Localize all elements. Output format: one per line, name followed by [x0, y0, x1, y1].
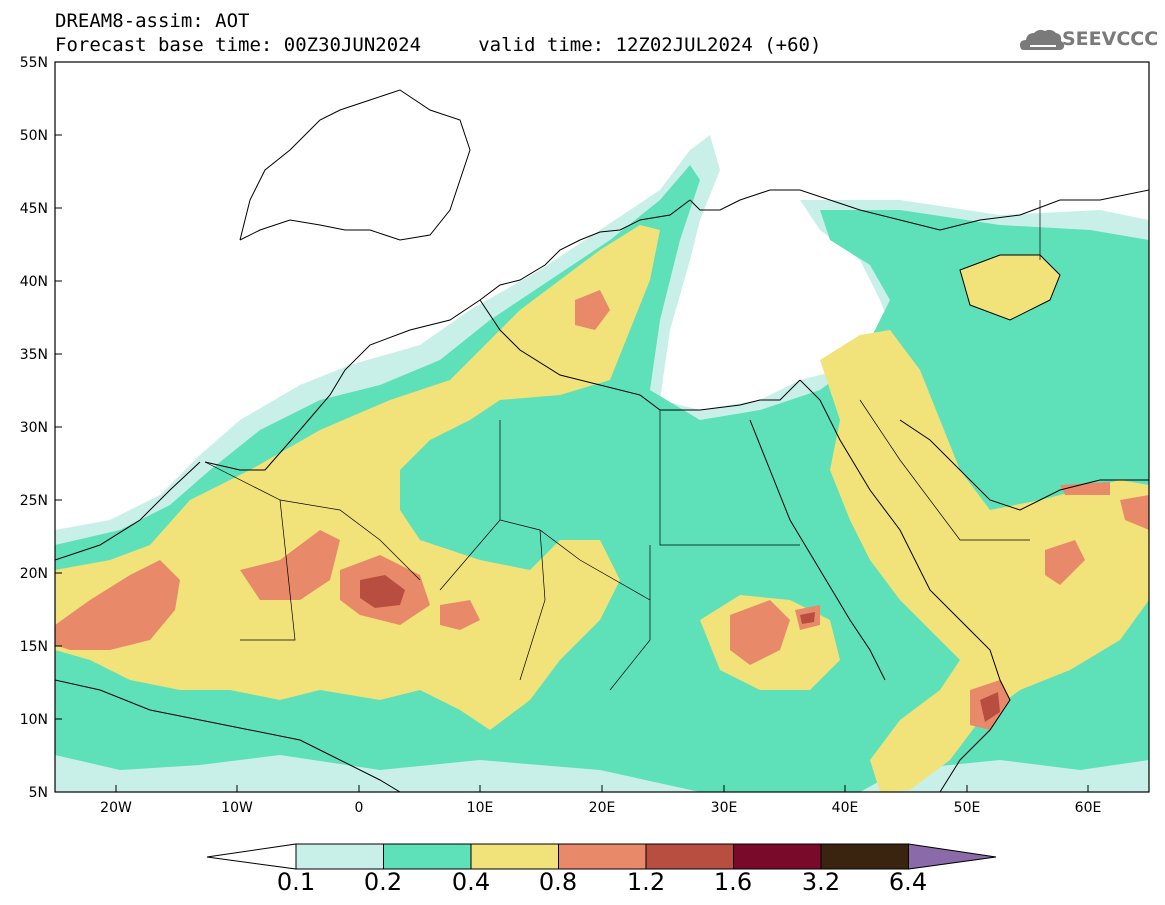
lon-label: 10E — [467, 800, 494, 816]
colorbar-label: 1.2 — [626, 868, 666, 896]
forecast-times: Forecast base time: 00Z30JUN2024 valid t… — [55, 34, 822, 56]
logo-text: SEEVCCC — [1062, 28, 1159, 50]
lat-label: 35N — [20, 347, 48, 363]
colorbar-label: 3.2 — [801, 868, 841, 896]
cloud-logo-icon — [1020, 29, 1065, 50]
lat-label: 20N — [20, 566, 48, 582]
lon-label: 30E — [711, 800, 738, 816]
colorbar-swatch — [470, 843, 559, 870]
coastlines — [55, 89, 1149, 792]
lat-label: 45N — [20, 201, 48, 217]
lat-label: 15N — [20, 639, 48, 655]
lat-label: 55N — [20, 55, 48, 71]
map-title: DREAM8-assim: AOT — [55, 10, 250, 32]
colorbar-label: 0.8 — [538, 868, 578, 896]
latitude-labels: 55N 50N 45N 40N 35N 30N 25N 20N 15N 10N … — [20, 55, 48, 801]
lon-label: 10W — [221, 800, 253, 816]
lat-label: 5N — [29, 785, 48, 801]
lon-label: 20W — [100, 800, 132, 816]
lon-label: 0 — [355, 800, 364, 816]
lon-label: 50E — [954, 800, 981, 816]
lat-label: 50N — [20, 128, 48, 144]
colorbar-label: 6.4 — [888, 868, 928, 896]
colorbar-high-arrow — [908, 843, 997, 870]
colorbar-low-arrow — [206, 843, 297, 870]
borders — [204, 200, 1041, 691]
tick-marks — [55, 61, 1089, 793]
lat-label: 30N — [20, 420, 48, 436]
aot-band-0.4-east — [820, 330, 1149, 792]
longitude-labels: 20W 10W 0 10E 20E 30E 40E 50E 60E — [100, 800, 1101, 816]
colorbar-label: 0.1 — [276, 868, 316, 896]
colorbar-label: 1.6 — [713, 868, 753, 896]
colorbar-swatch — [820, 843, 909, 870]
lat-label: 10N — [20, 712, 48, 728]
colorbar-label: 0.4 — [451, 868, 491, 896]
colorbar-swatch — [295, 843, 384, 870]
colorbar-swatch — [645, 843, 734, 870]
aot-band-0.4-west — [55, 225, 660, 730]
lat-label: 25N — [20, 493, 48, 509]
lon-label: 20E — [589, 800, 616, 816]
lat-label: 40N — [20, 274, 48, 290]
aot-shading — [55, 62, 1149, 792]
colorbar-swatch — [383, 843, 472, 870]
colorbar — [206, 843, 997, 870]
colorbar-swatch — [558, 843, 647, 870]
aot-band-0.4-caspian — [960, 255, 1060, 320]
colorbar-label: 0.2 — [363, 868, 403, 896]
lon-label: 60E — [1075, 800, 1102, 816]
lon-label: 40E — [832, 800, 859, 816]
colorbar-swatch — [733, 843, 822, 870]
